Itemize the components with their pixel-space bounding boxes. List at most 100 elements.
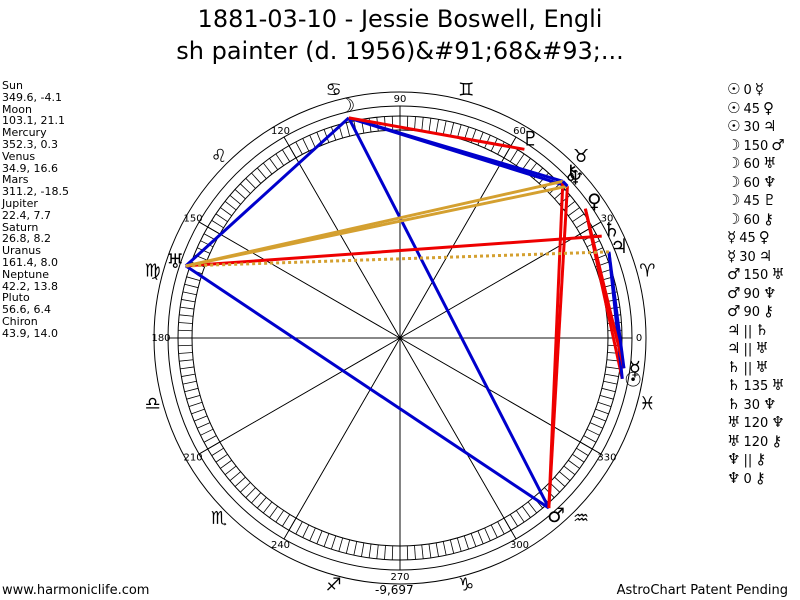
degree-tick: [215, 213, 228, 223]
degree-tick: [211, 447, 224, 456]
degree-tick: [576, 447, 589, 456]
degree-tick: [181, 299, 196, 303]
degree-tick: [180, 366, 195, 370]
degree-tick: [309, 135, 316, 149]
aspect-line: [348, 116, 525, 151]
degree-tick: [463, 535, 469, 550]
aspect-angle: 30: [743, 397, 760, 413]
degree-tick: [568, 207, 580, 217]
aspect-planet-2: ♃: [758, 246, 773, 265]
degree-tick: [245, 487, 256, 498]
degree-tick: [194, 415, 208, 422]
degree-tick: [521, 506, 531, 518]
degree-tick: [316, 530, 323, 544]
aspect-list: ☉ 0 ☿ ☉ 45 ♀ ☉ 30 ♃ ☽ 150 ♂ ☽ 60 ♅ ☽ 60 ♆ ☽ 45 ♇ ☽ 60 ⚷ …: [727, 80, 785, 487]
degree-tick: [302, 524, 310, 538]
planet-neptune-icon: ♆: [567, 165, 585, 189]
aspect-angle: 0: [743, 471, 752, 487]
degree-tick: [295, 141, 303, 155]
aspect-planet-2: ♆: [763, 394, 777, 413]
degree-tick: [234, 476, 246, 487]
position-coords: 349.6, -4.1: [2, 90, 62, 104]
zodiac-sign-icon: ♊: [458, 80, 474, 101]
position-coords: 103.1, 21.1: [2, 114, 65, 128]
position-name: Uranus: [2, 244, 41, 258]
degree-tick: [599, 394, 614, 400]
degree-tick: [323, 129, 330, 143]
degree-tick: [269, 158, 279, 170]
aspect-planet-2: ♀: [758, 228, 770, 246]
degree-tick: [256, 167, 267, 179]
planet-saturn-icon: ♄: [603, 218, 621, 242]
zodiac-sign-icon: ♌: [211, 146, 227, 167]
degree-label: 240: [271, 540, 290, 551]
aspect-angle: 45: [743, 101, 760, 117]
degree-tick: [509, 149, 518, 162]
degree-tick: [197, 422, 211, 429]
aspect-planet-2: ♅: [755, 357, 769, 376]
degree-tick: [559, 471, 571, 482]
degree-tick: [597, 401, 612, 407]
degree-tick: [592, 415, 606, 422]
degree-tick: [229, 194, 241, 205]
position-coords: 34.9, 16.6: [2, 161, 58, 175]
patent-notice: AstroChart Patent Pending: [616, 583, 788, 598]
aspect-angle: 60: [743, 175, 760, 191]
aspect-planet-1: ☽: [727, 154, 741, 172]
aspect-planet-1: ☉: [727, 80, 741, 98]
position-name: Venus: [2, 149, 36, 163]
degree-tick: [484, 527, 491, 541]
degree-tick: [509, 514, 518, 527]
aspect-planet-1: ☽: [727, 191, 741, 209]
degree-tick: [179, 314, 194, 317]
aspect-planet-2: ♆: [771, 413, 785, 431]
degree-tick: [182, 291, 197, 296]
degree-tick: [490, 524, 498, 538]
degree-tick: [527, 501, 537, 514]
aspect-row: ♅ 120 ⚷: [727, 432, 785, 451]
degree-tick: [188, 401, 203, 407]
degree-tick: [428, 543, 432, 558]
aspect-row: ♆ || ⚷: [727, 450, 785, 469]
chart-score: -9,697: [375, 583, 414, 597]
aspect-planet-1: ♄: [727, 376, 741, 394]
degree-tick: [456, 537, 462, 552]
degree-label: 330: [597, 453, 616, 464]
aspect-angle: ||: [743, 360, 753, 376]
degree-tick: [563, 465, 576, 475]
aspect-planet-2: ⚷: [763, 302, 774, 320]
aspect-planet-1: ♂: [727, 302, 741, 320]
position-coords: 22.4, 7.7: [2, 208, 51, 222]
planet-moon-icon: ☽: [337, 94, 355, 118]
aspect-line: [184, 264, 550, 510]
degree-tick: [345, 122, 351, 137]
aspect-planet-1: ☽: [727, 135, 741, 154]
degree-label: 90: [394, 94, 407, 105]
degree-tick: [178, 322, 193, 324]
degree-tick: [601, 387, 616, 393]
aspect-angle: 45: [743, 194, 760, 209]
degree-tick: [302, 138, 310, 152]
degree-label: 150: [183, 214, 202, 225]
degree-tick: [583, 435, 597, 443]
degree-tick: [603, 380, 618, 385]
aspect-planet-1: ♄: [727, 357, 741, 376]
degree-tick: [224, 465, 237, 475]
degree-tick: [191, 408, 205, 415]
zodiac-sign-icon: ♍: [145, 261, 161, 282]
zodiac-sign-icon: ♎: [145, 393, 161, 414]
aspect-planet-1: ☿: [727, 246, 737, 265]
aspect-row: ☉ 0 ☿: [727, 80, 785, 99]
aspect-line: [184, 116, 350, 268]
planet-jupiter-icon: ♃: [610, 234, 628, 258]
aspect-row: ☽ 150 ♂: [727, 136, 785, 155]
degree-tick: [275, 153, 285, 166]
degree-tick: [282, 149, 291, 162]
aspect-planet-1: ☉: [727, 117, 741, 135]
aspect-planet-2: ⚷: [755, 450, 767, 468]
degree-label: 0: [636, 333, 642, 344]
degree-tick: [240, 183, 251, 194]
position-name: Neptune: [2, 267, 50, 281]
aspect-line: [607, 251, 626, 369]
degree-tick: [178, 352, 193, 354]
